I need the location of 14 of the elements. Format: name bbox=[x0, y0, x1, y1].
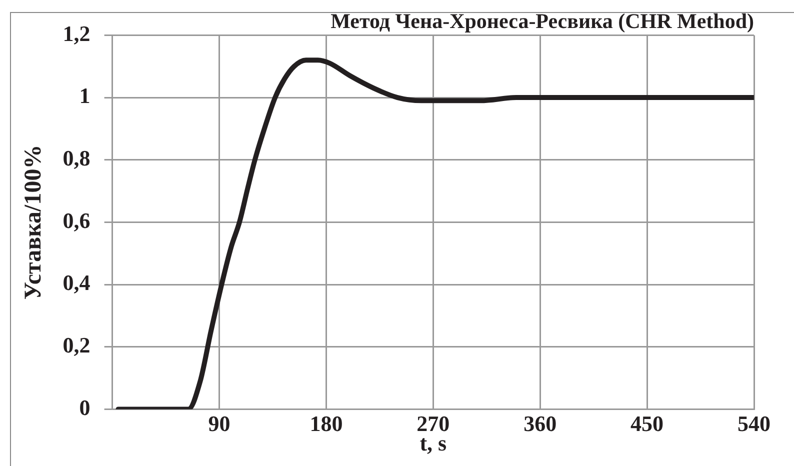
y-axis-title: Уставка/100% bbox=[20, 144, 47, 300]
chart-title: Метод Чена-Хронеса-Ресвика (CHR Method) bbox=[330, 9, 754, 34]
x-tick-label: 180 bbox=[310, 411, 343, 436]
x-tick-label: 360 bbox=[524, 411, 557, 436]
y-tick-label: 0,2 bbox=[62, 332, 90, 358]
y-tick-label: 0,6 bbox=[62, 208, 90, 233]
x-tick-label: 450 bbox=[630, 411, 664, 436]
x-tick-label: 540 bbox=[738, 411, 770, 436]
x-tick-label: 90 bbox=[208, 411, 230, 436]
y-tick-label: 1 bbox=[79, 83, 90, 108]
y-tick-label: 0,4 bbox=[62, 270, 90, 296]
y-tick-label: 1,2 bbox=[62, 20, 90, 46]
y-tick-label: 0 bbox=[79, 394, 90, 420]
y-tick-label: 0,8 bbox=[62, 146, 90, 171]
